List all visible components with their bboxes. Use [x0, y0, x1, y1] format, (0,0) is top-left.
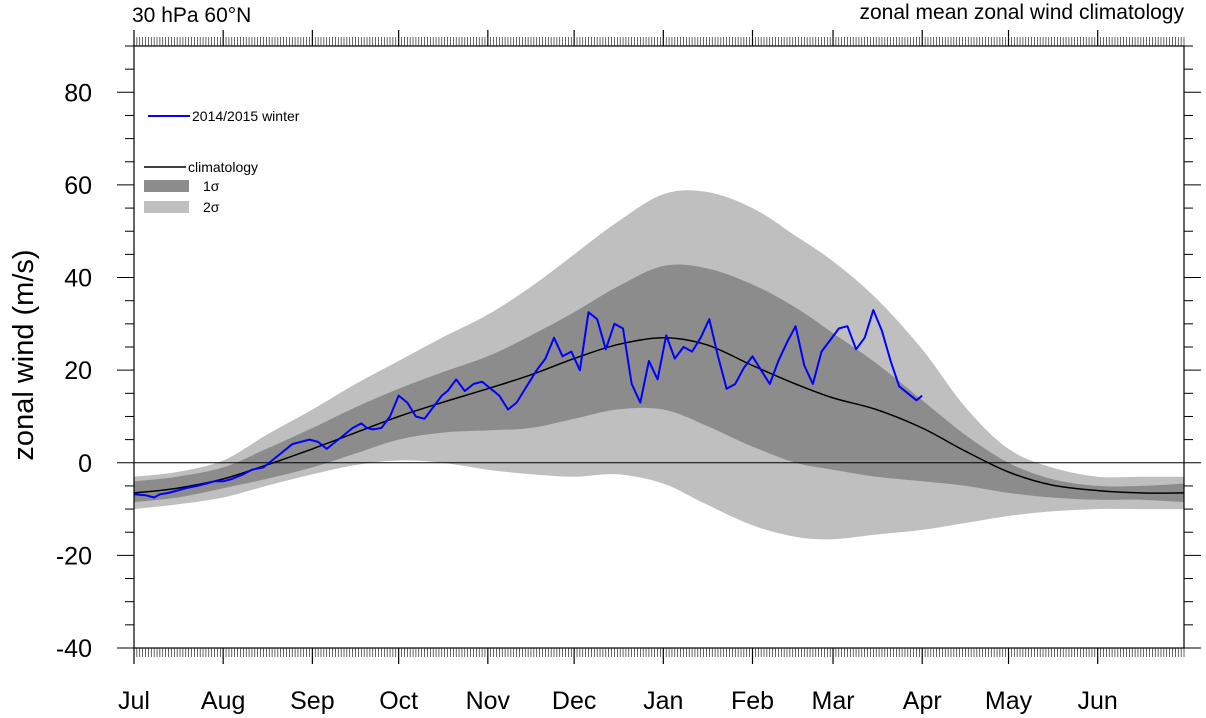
x-tick-label: Jul	[118, 687, 150, 715]
y-tick-label: 80	[64, 79, 92, 107]
x-tick-label: Jan	[643, 687, 683, 715]
y-tick-label: 20	[64, 357, 92, 385]
x-tick-label: May	[985, 687, 1033, 715]
x-tick-label: Oct	[379, 687, 418, 715]
data-lines	[133, 309, 1185, 499]
legend-swatch-band	[144, 180, 189, 192]
x-tick-label: Nov	[466, 687, 511, 715]
y-axis-label: zonal wind (m/s)	[8, 249, 40, 460]
legend-label: 1σ	[203, 178, 220, 194]
winter-2014-2015-line	[133, 309, 923, 499]
legend-label: 2σ	[203, 199, 220, 215]
axes	[117, 30, 1201, 664]
y-tick-label: 60	[64, 172, 92, 200]
x-tick-label: Sep	[290, 687, 334, 715]
legend-swatch-band	[144, 201, 189, 213]
x-tick-label: Aug	[201, 687, 245, 715]
y-tick-label: -40	[56, 635, 92, 663]
chart-title-right: zonal mean zonal wind climatology	[859, 1, 1184, 24]
x-tick-label: Feb	[731, 687, 774, 715]
chart-text: 30 hPa 60°N zonal mean zonal wind climat…	[8, 1, 1184, 715]
climatology-line	[133, 336, 1185, 494]
sigma1-band	[134, 264, 1184, 503]
y-tick-label: 0	[78, 450, 92, 478]
legend-label: 2014/2015 winter	[192, 108, 300, 124]
y-tick-label: -20	[56, 542, 92, 570]
chart-title-left: 30 hPa 60°N	[132, 4, 251, 27]
x-tick-label: Dec	[552, 687, 596, 715]
sigma-bands	[134, 190, 1184, 540]
x-tick-label: Apr	[903, 687, 942, 715]
y-tick-label: 40	[64, 265, 92, 293]
x-tick-label: Mar	[812, 687, 855, 715]
x-tick-label: Jun	[1078, 687, 1118, 715]
legend: 2014/2015 winter climatology 1σ 2σ	[144, 108, 300, 215]
legend-label: climatology	[188, 159, 258, 175]
